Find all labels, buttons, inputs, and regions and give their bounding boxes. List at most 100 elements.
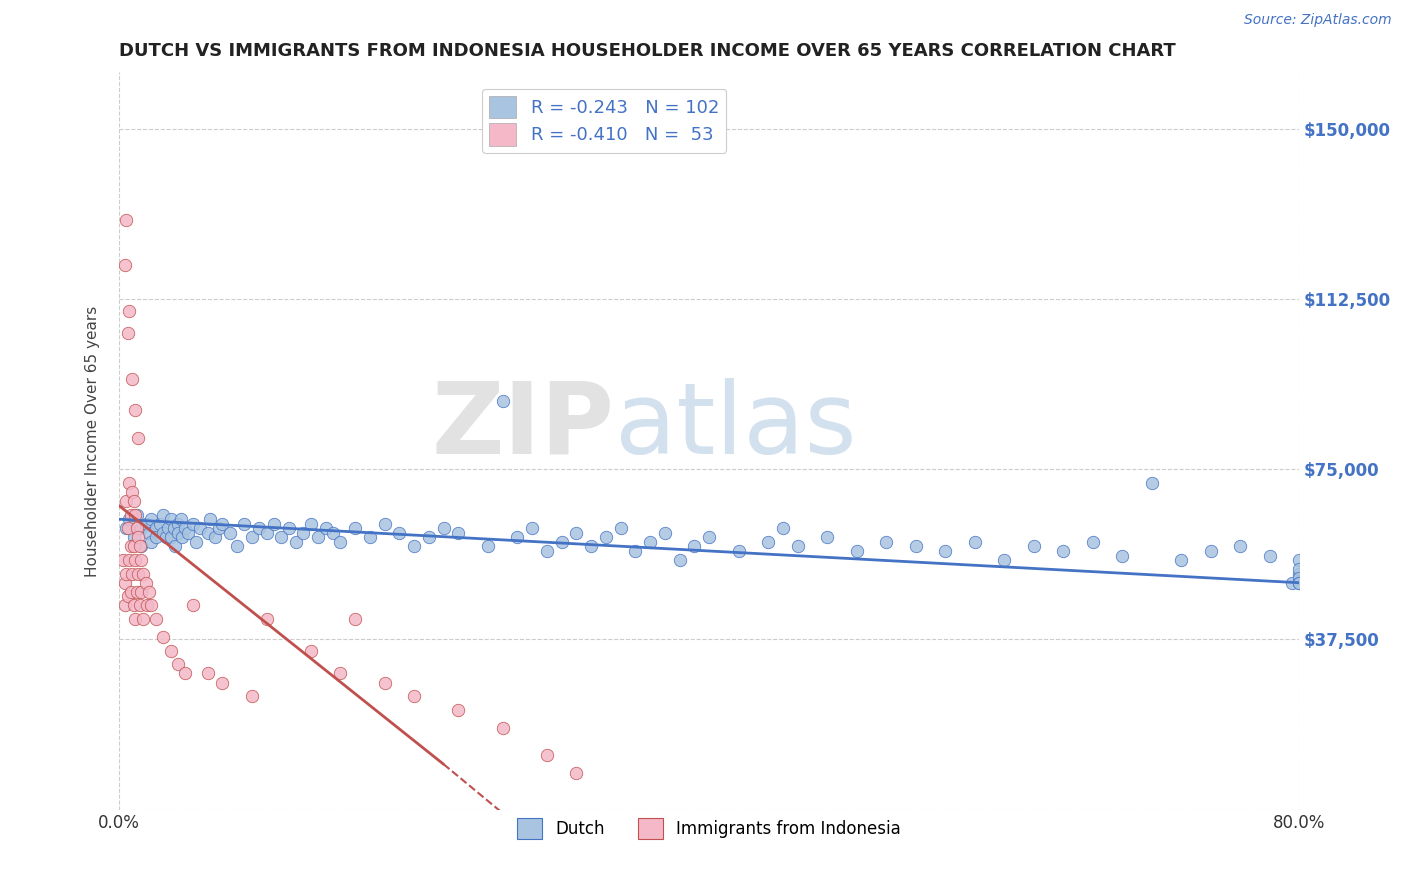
Point — [418, 530, 440, 544]
Point — [159, 644, 181, 658]
Point — [118, 553, 141, 567]
Point — [904, 540, 927, 554]
Point — [149, 516, 172, 531]
Point — [115, 494, 138, 508]
Point — [167, 516, 190, 531]
Point — [125, 521, 148, 535]
Point — [117, 521, 139, 535]
Point — [128, 599, 150, 613]
Point — [155, 530, 177, 544]
Point — [125, 508, 148, 522]
Point — [226, 540, 249, 554]
Point — [181, 599, 204, 613]
Point — [654, 525, 676, 540]
Point — [177, 525, 200, 540]
Point — [112, 553, 135, 567]
Point — [270, 530, 292, 544]
Point — [1140, 475, 1163, 490]
Point — [307, 530, 329, 544]
Point — [136, 599, 159, 613]
Point — [208, 521, 231, 535]
Point — [174, 521, 197, 535]
Point — [1281, 575, 1303, 590]
Point — [1111, 549, 1133, 563]
Point — [114, 575, 136, 590]
Point — [152, 630, 174, 644]
Legend: R = -0.243   N = 102, R = -0.410   N =  53: R = -0.243 N = 102, R = -0.410 N = 53 — [482, 89, 727, 153]
Point — [218, 525, 240, 540]
Point — [1288, 575, 1310, 590]
Point — [118, 512, 141, 526]
Point — [115, 566, 138, 581]
Point — [993, 553, 1015, 567]
Point — [432, 521, 454, 535]
Point — [756, 535, 779, 549]
Point — [1288, 566, 1310, 581]
Point — [875, 535, 897, 549]
Point — [170, 512, 193, 526]
Point — [152, 525, 174, 540]
Point — [491, 721, 513, 735]
Point — [536, 544, 558, 558]
Text: atlas: atlas — [614, 377, 856, 475]
Point — [117, 590, 139, 604]
Point — [299, 516, 322, 531]
Point — [402, 689, 425, 703]
Point — [683, 540, 706, 554]
Point — [277, 521, 299, 535]
Point — [845, 544, 868, 558]
Point — [1022, 540, 1045, 554]
Point — [344, 521, 367, 535]
Text: DUTCH VS IMMIGRANTS FROM INDONESIA HOUSEHOLDER INCOME OVER 65 YEARS CORRELATION : DUTCH VS IMMIGRANTS FROM INDONESIA HOUSE… — [120, 42, 1175, 60]
Point — [240, 530, 263, 544]
Point — [124, 403, 146, 417]
Point — [131, 566, 153, 581]
Point — [1288, 562, 1310, 576]
Point — [668, 553, 690, 567]
Point — [115, 212, 138, 227]
Point — [579, 540, 602, 554]
Point — [550, 535, 572, 549]
Point — [772, 521, 794, 535]
Point — [141, 599, 163, 613]
Point — [141, 512, 163, 526]
Point — [135, 516, 157, 531]
Y-axis label: Householder Income Over 65 years: Householder Income Over 65 years — [86, 305, 100, 576]
Point — [388, 525, 411, 540]
Point — [129, 553, 152, 567]
Point — [624, 544, 647, 558]
Point — [565, 766, 588, 780]
Point — [122, 530, 145, 544]
Point — [211, 516, 233, 531]
Point — [145, 612, 167, 626]
Point — [315, 521, 337, 535]
Point — [727, 544, 749, 558]
Point — [247, 521, 270, 535]
Point — [329, 535, 352, 549]
Point — [1288, 571, 1310, 585]
Point — [1081, 535, 1104, 549]
Point — [115, 521, 138, 535]
Point — [118, 475, 141, 490]
Point — [138, 584, 160, 599]
Point — [145, 530, 167, 544]
Point — [815, 530, 838, 544]
Point — [1258, 549, 1281, 563]
Point — [565, 525, 588, 540]
Point — [609, 521, 631, 535]
Point — [359, 530, 381, 544]
Point — [122, 494, 145, 508]
Point — [124, 612, 146, 626]
Point — [211, 675, 233, 690]
Point — [120, 508, 142, 522]
Point — [127, 530, 149, 544]
Point — [124, 553, 146, 567]
Point — [121, 566, 143, 581]
Point — [129, 521, 152, 535]
Point — [402, 540, 425, 554]
Point — [329, 666, 352, 681]
Point — [181, 516, 204, 531]
Point — [285, 535, 308, 549]
Point — [447, 703, 470, 717]
Point — [184, 535, 207, 549]
